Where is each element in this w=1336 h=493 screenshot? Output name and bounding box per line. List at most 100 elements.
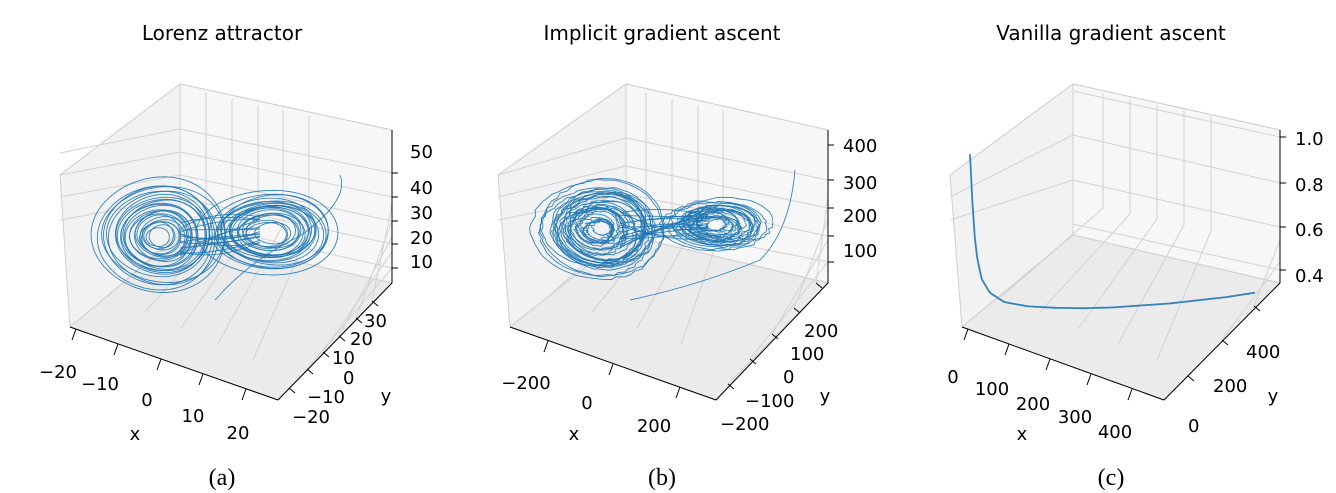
panel-b-ztick-3: 400 bbox=[843, 136, 877, 157]
panel-c-zticks: 0.4 0.6 0.8 1.0 bbox=[1295, 129, 1324, 287]
panel-b-ylabel: y bbox=[820, 386, 831, 407]
panel-b-panes bbox=[497, 83, 829, 401]
panel-a-ztick-0: 10 bbox=[410, 252, 433, 273]
panel-b-xtick-0: −200 bbox=[501, 373, 550, 394]
trajectory-loop bbox=[682, 202, 762, 244]
panel-a-xticks: −20 −10 0 10 20 bbox=[39, 362, 249, 444]
panel-c-x-axis bbox=[961, 326, 1165, 401]
trajectory-loop bbox=[96, 185, 216, 291]
panel-c-xtick-0: 0 bbox=[947, 367, 958, 388]
trajectory-loop bbox=[115, 196, 210, 272]
panel-a-yticks: −20 −10 0 10 20 30 bbox=[292, 311, 387, 428]
trajectory-loop bbox=[116, 198, 208, 274]
trajectory-loop bbox=[550, 195, 650, 269]
trajectory-bridge bbox=[179, 213, 261, 229]
trajectory-loop bbox=[538, 178, 665, 278]
trajectory-bridge bbox=[179, 218, 261, 257]
panel-b-ztick-1: 200 bbox=[843, 206, 877, 227]
trajectory-loop bbox=[195, 189, 339, 276]
panel-a-ztick-1: 20 bbox=[410, 228, 433, 249]
trajectory-tail bbox=[629, 169, 796, 301]
panel-b-ztick-2: 300 bbox=[843, 173, 877, 194]
trajectory-bridge bbox=[619, 222, 709, 237]
panel-b-xticks: −200 0 200 bbox=[501, 373, 671, 437]
trajectory-loop bbox=[552, 187, 655, 271]
panel-b-axes bbox=[509, 130, 834, 401]
panel-a-xtick-4: 20 bbox=[227, 423, 250, 444]
panel-b-xlabel: x bbox=[569, 424, 580, 445]
trajectory-bridge bbox=[179, 236, 261, 249]
panel-c-xtick-1: 100 bbox=[975, 379, 1009, 400]
panel-c-yticks: 0 200 400 bbox=[1188, 342, 1280, 437]
trajectory-bridge bbox=[179, 241, 261, 256]
trajectory-loop bbox=[145, 227, 170, 247]
trajectory-bridge bbox=[619, 226, 709, 239]
panel-a-ytick-5: 30 bbox=[364, 311, 387, 332]
trajectory-bridge bbox=[179, 233, 261, 239]
trajectory-bridge bbox=[179, 217, 261, 224]
trajectory-loop bbox=[124, 209, 192, 267]
panel-c-trajectory-series bbox=[969, 154, 1256, 310]
trajectory-loop bbox=[90, 176, 226, 293]
panel-b-y-axis bbox=[715, 282, 829, 401]
trajectory-line bbox=[969, 154, 1256, 310]
trajectory-loop bbox=[225, 205, 320, 264]
panel-c-title: Vanilla gradient ascent bbox=[996, 21, 1226, 45]
trajectory-loop bbox=[696, 211, 741, 236]
trajectory-loop bbox=[107, 190, 219, 286]
trajectory-bridge bbox=[619, 216, 709, 237]
trajectory-bridge bbox=[179, 227, 261, 256]
panel-c: Vanilla gradient ascent 0 100 200 300 bbox=[947, 21, 1323, 491]
trajectory-loop bbox=[139, 216, 188, 257]
panel-b: Implicit gradient ascent −200 0 200 x bbox=[497, 21, 877, 491]
trajectory-loop bbox=[590, 217, 615, 238]
panel-c-xlabel: x bbox=[1017, 424, 1028, 445]
trajectory-loop bbox=[555, 191, 656, 265]
panel-a-ytick-4: 20 bbox=[350, 329, 373, 350]
trajectory-bridge bbox=[619, 214, 709, 246]
trajectory-bridge bbox=[619, 224, 709, 240]
panel-a-ztick-4: 50 bbox=[410, 142, 433, 163]
panel-b-ytick-0: −200 bbox=[720, 414, 769, 435]
panel-b-ytick-3: 100 bbox=[790, 344, 824, 365]
trajectory-loop bbox=[237, 212, 306, 256]
panel-a-trajectory-series bbox=[90, 174, 343, 301]
trajectory-loop bbox=[569, 204, 630, 251]
trajectory-loop bbox=[101, 186, 226, 283]
panel-b-ytick-1: −100 bbox=[745, 391, 794, 412]
trajectory-loop bbox=[129, 210, 189, 261]
panel-a-ylabel: y bbox=[381, 386, 392, 407]
trajectory-bridge bbox=[179, 235, 261, 244]
panel-b-ztick-0: 100 bbox=[843, 241, 877, 262]
panel-b-zticks: 100 200 300 400 bbox=[843, 136, 877, 262]
trajectory-bridge bbox=[619, 210, 709, 231]
panel-c-ylabel: y bbox=[1268, 386, 1279, 407]
panel-a-ytick-0: −20 bbox=[292, 407, 330, 428]
panel-a: Lorenz attractor −20 −10 0 10 20 bbox=[39, 21, 433, 491]
panel-c-ztick-2: 0.8 bbox=[1295, 175, 1324, 196]
panel-b-xtick-1: 0 bbox=[581, 393, 592, 414]
trajectory-loop bbox=[214, 202, 325, 268]
panel-c-caption: (c) bbox=[1098, 465, 1125, 491]
trajectory-loop bbox=[134, 210, 193, 262]
panel-a-x-axis bbox=[69, 326, 279, 401]
panel-a-zticks: 10 20 30 40 50 bbox=[410, 142, 433, 273]
trajectory-loop bbox=[537, 190, 654, 276]
panel-c-panes bbox=[949, 83, 1281, 401]
panel-c-ztick-0: 0.4 bbox=[1295, 266, 1324, 287]
trajectory-loop bbox=[120, 203, 197, 268]
trajectory-loop bbox=[529, 178, 665, 280]
panel-c-xticks: 0 100 200 300 400 bbox=[947, 367, 1132, 443]
panel-c-xtick-2: 200 bbox=[1016, 394, 1050, 415]
trajectory-loop bbox=[105, 190, 211, 278]
panel-b-title: Implicit gradient ascent bbox=[543, 21, 780, 45]
trajectory-loop bbox=[120, 202, 199, 272]
panel-a-ytick-2: 0 bbox=[343, 368, 354, 389]
panel-a-title: Lorenz attractor bbox=[142, 21, 303, 45]
panel-a-ytick-3: 10 bbox=[332, 348, 355, 369]
panel-a-xtick-2: 0 bbox=[141, 390, 152, 411]
trajectory-loop bbox=[566, 207, 628, 251]
panel-a-ztick-3: 40 bbox=[410, 178, 433, 199]
panel-c-y-axis bbox=[1163, 282, 1281, 401]
